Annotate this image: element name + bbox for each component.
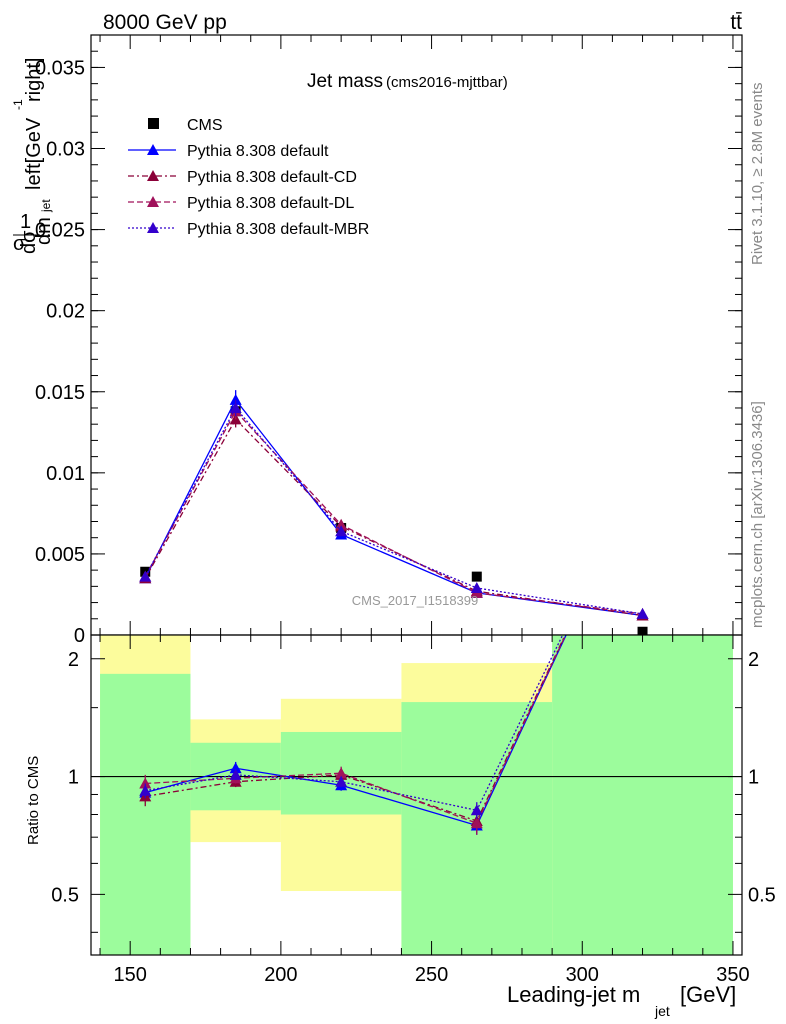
ratio-y-tick-label-right: 1 — [748, 767, 759, 789]
series-point — [470, 581, 483, 593]
y-tick-label: 0.015 — [35, 382, 85, 404]
x-tick-label: 250 — [415, 964, 448, 986]
ratio-line — [145, 635, 567, 825]
series-line — [144, 410, 643, 615]
series-3 — [139, 403, 649, 619]
svg-text:1: 1 — [20, 211, 31, 233]
svg-text:dm: dm — [33, 217, 55, 245]
ratio-point — [470, 817, 483, 829]
svg-text:right]: right] — [23, 58, 45, 102]
x-axis-label: Leading-jet m jet [GeV] — [507, 982, 736, 1019]
ratio-point — [335, 775, 348, 787]
series-1 — [139, 390, 649, 621]
y-axis-label-ratio: Ratio to CMS — [25, 756, 42, 845]
svg-text:jet: jet — [39, 199, 53, 213]
legend-marker — [147, 222, 159, 233]
series-4 — [139, 399, 649, 619]
y-tick-label: 0.02 — [46, 301, 85, 323]
energy-label: 8000 GeV pp — [103, 11, 227, 34]
ratio-y-tick-label: 2 — [68, 649, 79, 671]
rivet-label: Rivet 3.1.10, ≥ 2.8M events — [749, 83, 766, 266]
series-line — [144, 418, 643, 617]
watermark: CMS_2017_I1518399 — [352, 593, 479, 608]
legend-marker — [147, 170, 159, 181]
y-tick-label: 0.01 — [46, 463, 85, 485]
svg-text:-1: -1 — [11, 99, 25, 110]
series-point — [139, 570, 152, 582]
ratio-frame — [90, 634, 743, 956]
ratio-point — [229, 768, 242, 780]
ratio-y-tick-label: 1 — [68, 767, 79, 789]
x-tick-label: 150 — [113, 964, 146, 986]
series-2 — [139, 411, 649, 621]
legend-marker — [147, 144, 159, 155]
ratio-point — [139, 777, 152, 789]
legend-label: Pythia 8.308 default-CD — [187, 169, 357, 186]
y-tick-label: 0.005 — [35, 544, 85, 566]
svg-text:Leading-jet m: Leading-jet m — [507, 982, 640, 1007]
series-point — [335, 525, 348, 537]
ratio-y-tick-label-right: 2 — [748, 649, 759, 671]
ratio-point — [470, 804, 483, 816]
y-tick-label: 0.025 — [35, 220, 85, 242]
ratio-point — [139, 784, 152, 796]
legend-label: Pythia 8.308 default — [187, 143, 329, 160]
legend: CMS Pythia 8.308 default Pythia 8.308 defa… — [128, 117, 369, 238]
ratio-point — [335, 767, 348, 779]
process-label: tt̄ — [730, 11, 742, 34]
chart-title: Jet mass — [307, 71, 383, 92]
uncertainty-bands — [100, 635, 733, 955]
ratio-point — [229, 762, 242, 774]
inner-band — [100, 673, 191, 955]
ratio-y-tick-label-right: 0.5 — [748, 884, 776, 906]
svg-text:left[GeV: left[GeV — [23, 117, 45, 190]
x-tick-label: 300 — [566, 964, 599, 986]
legend-label: CMS — [187, 117, 223, 134]
y-tick-label: 0.035 — [35, 57, 85, 79]
mcplots-label: mcplots.cern.ch [arXiv:1306.3436] — [749, 401, 766, 628]
x-tick-label: 200 — [264, 964, 297, 986]
series-point — [229, 401, 242, 413]
inner-band — [552, 635, 733, 955]
y-axis-label-main: 1 σ dσ dm jet left[GeV -1 right] — [11, 58, 55, 255]
ratio-series-3 — [139, 635, 564, 819]
y-tick-label: 0 — [74, 625, 85, 647]
ratio-y-tick-label: 0.5 — [51, 884, 79, 906]
svg-text:jet: jet — [654, 1003, 670, 1019]
legend-marker — [148, 118, 159, 129]
legend-marker — [147, 196, 159, 207]
main-panel: 0.005 0.01 0.015 0.02 0.025 0.03 0.035 0 CMS Pyth… — [35, 34, 743, 647]
series-point — [636, 607, 649, 619]
data-point — [471, 571, 482, 582]
chart-subtitle: (cms2016-mjttbar) — [386, 74, 508, 91]
legend-label: Pythia 8.308 default-DL — [187, 195, 354, 212]
legend-label: Pythia 8.308 default-MBR — [187, 221, 369, 238]
svg-text:σ: σ — [13, 233, 26, 255]
series-line — [144, 398, 643, 617]
y-tick-label: 0.03 — [46, 139, 85, 161]
x-tick-label: 350 — [716, 964, 749, 986]
svg-text:dσ: dσ — [18, 230, 40, 254]
svg-text:[GeV]: [GeV] — [680, 982, 736, 1007]
ratio-panel: 0.5 0.5 1 1 2 2 150 200 250 300 350 — [51, 634, 776, 986]
series-point — [229, 393, 242, 405]
